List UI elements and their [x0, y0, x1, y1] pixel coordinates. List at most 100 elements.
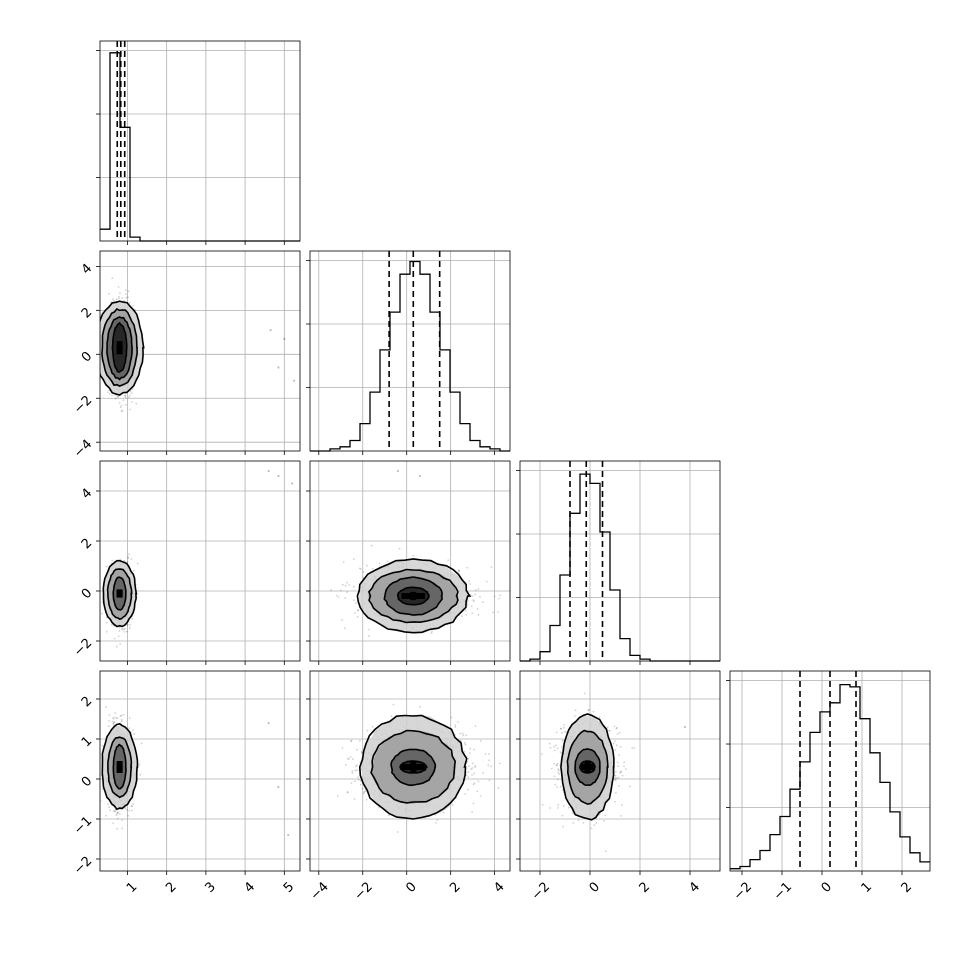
sample-point — [357, 609, 359, 612]
sample-point — [139, 773, 142, 776]
sample-point — [128, 809, 131, 812]
sample-point — [368, 628, 370, 631]
sample-point — [121, 627, 123, 630]
contour-line — [367, 568, 459, 624]
sample-point — [132, 569, 135, 572]
sample-point — [122, 628, 125, 631]
contour-line — [112, 743, 127, 790]
sample-point — [367, 635, 370, 638]
sample-point — [115, 298, 118, 301]
sample-point — [111, 559, 114, 562]
contour-line — [107, 736, 133, 799]
sample-point — [360, 568, 362, 570]
contour-line — [101, 308, 138, 387]
sample-point — [117, 286, 120, 288]
sample-point — [474, 725, 477, 728]
sample-point — [107, 725, 110, 728]
sample-point — [498, 597, 500, 600]
sample-point — [356, 769, 358, 772]
sample-point — [124, 289, 127, 291]
panel-content — [310, 671, 510, 871]
sample-point — [119, 292, 121, 295]
sample-point — [465, 614, 468, 616]
sample-point — [454, 724, 457, 726]
sample-point — [112, 723, 115, 725]
panel-frame — [99, 460, 301, 662]
sample-point — [465, 609, 467, 611]
sample-point — [451, 804, 454, 806]
sample-point — [118, 630, 121, 632]
sample-point — [115, 645, 118, 648]
sample-point — [129, 408, 132, 411]
sample-point — [344, 597, 347, 599]
sample-point — [497, 787, 500, 789]
sample-point — [128, 627, 131, 630]
panel-background — [310, 251, 510, 451]
sample-point — [101, 601, 104, 604]
histogram-panel-2 — [516, 460, 721, 665]
sample-point — [131, 729, 134, 732]
outlier-point — [418, 474, 421, 478]
sample-point — [117, 635, 120, 638]
sample-point — [469, 752, 471, 754]
sample-point — [120, 714, 123, 717]
sample-point — [359, 779, 362, 782]
sample-point — [124, 807, 127, 810]
sample-point — [474, 764, 477, 767]
sample-point — [119, 406, 122, 409]
sample-point — [614, 740, 616, 743]
sample-point — [476, 607, 479, 610]
sample-point — [564, 730, 566, 733]
sample-point — [131, 617, 134, 620]
sample-point — [346, 757, 349, 760]
sample-point — [124, 627, 127, 630]
sample-point — [456, 721, 459, 723]
sample-point — [473, 782, 476, 785]
sample-point — [113, 721, 115, 724]
panel-background — [100, 461, 300, 661]
sample-point — [592, 710, 595, 713]
density-peak — [116, 341, 123, 355]
density-peak — [116, 761, 123, 773]
panel-frame — [309, 670, 511, 872]
sample-point — [467, 757, 470, 760]
sample-point — [618, 731, 621, 734]
scatter-panel-0-3 — [96, 670, 301, 875]
sample-point — [340, 619, 343, 621]
outlier-point — [283, 337, 286, 341]
sample-point — [105, 706, 107, 708]
sample-point — [336, 795, 339, 797]
outlier-point — [267, 469, 270, 473]
sample-point — [121, 628, 124, 631]
sample-point — [354, 769, 357, 772]
sample-point — [127, 396, 130, 399]
sample-point — [101, 788, 104, 790]
sample-point — [114, 712, 117, 714]
sample-point — [127, 290, 130, 293]
sample-point — [474, 593, 476, 596]
sample-point — [112, 810, 115, 813]
sample-point — [472, 802, 475, 805]
sample-point — [472, 599, 475, 602]
contour-line — [399, 760, 428, 774]
sample-point — [355, 765, 357, 768]
sample-point — [114, 810, 116, 813]
sample-point — [464, 793, 467, 795]
sample-point — [378, 562, 381, 565]
sample-point — [467, 771, 470, 773]
sample-point — [128, 394, 131, 397]
sample-point — [114, 809, 117, 811]
sample-point — [109, 392, 111, 395]
sample-point — [412, 554, 415, 557]
panel-frame — [729, 670, 931, 872]
sample-point — [101, 744, 104, 747]
sample-point — [350, 739, 353, 742]
sample-point — [618, 754, 621, 757]
sample-point — [130, 558, 133, 560]
sample-point — [126, 808, 129, 811]
sample-point — [481, 601, 484, 604]
panel-background — [520, 671, 720, 871]
sample-point — [128, 553, 131, 556]
sample-point — [128, 717, 131, 719]
sample-point — [431, 630, 433, 633]
